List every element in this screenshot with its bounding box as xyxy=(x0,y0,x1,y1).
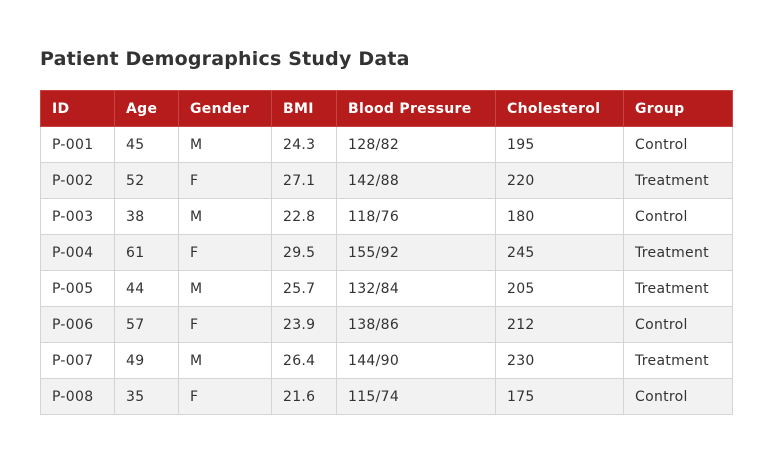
cell-age: 38 xyxy=(114,198,179,235)
cell-blood-pressure: 155/92 xyxy=(336,234,496,271)
cell-gender: F xyxy=(178,378,272,415)
cell-blood-pressure: 118/76 xyxy=(336,198,496,235)
cell-id: P-006 xyxy=(40,306,115,343)
cell-bmi: 21.6 xyxy=(271,378,337,415)
table-row: P-002 52 F 27.1 142/88 220 Treatment xyxy=(40,162,733,199)
cell-gender: F xyxy=(178,234,272,271)
table-row: P-007 49 M 26.4 144/90 230 Treatment xyxy=(40,342,733,379)
table-row: P-004 61 F 29.5 155/92 245 Treatment xyxy=(40,234,733,271)
table-row: P-001 45 M 24.3 128/82 195 Control xyxy=(40,126,733,163)
table-row: P-003 38 M 22.8 118/76 180 Control xyxy=(40,198,733,235)
cell-gender: M xyxy=(178,270,272,307)
column-header-cholesterol: Cholesterol xyxy=(495,90,624,127)
table-header: ID Age Gender BMI Blood Pressure Cholest… xyxy=(40,90,733,127)
cell-id: P-008 xyxy=(40,378,115,415)
cell-group: Treatment xyxy=(623,162,733,199)
cell-group: Treatment xyxy=(623,270,733,307)
cell-blood-pressure: 142/88 xyxy=(336,162,496,199)
cell-id: P-002 xyxy=(40,162,115,199)
cell-gender: F xyxy=(178,162,272,199)
column-header-bmi: BMI xyxy=(271,90,337,127)
column-header-age: Age xyxy=(114,90,179,127)
table-row: P-006 57 F 23.9 138/86 212 Control xyxy=(40,306,733,343)
cell-group: Control xyxy=(623,306,733,343)
cell-gender: M xyxy=(178,126,272,163)
table-row: P-008 35 F 21.6 115/74 175 Control xyxy=(40,378,733,415)
cell-cholesterol: 175 xyxy=(495,378,624,415)
cell-id: P-001 xyxy=(40,126,115,163)
cell-cholesterol: 195 xyxy=(495,126,624,163)
cell-id: P-005 xyxy=(40,270,115,307)
column-header-id: ID xyxy=(40,90,115,127)
cell-age: 57 xyxy=(114,306,179,343)
cell-age: 52 xyxy=(114,162,179,199)
cell-gender: F xyxy=(178,306,272,343)
table-row: P-005 44 M 25.7 132/84 205 Treatment xyxy=(40,270,733,307)
cell-cholesterol: 230 xyxy=(495,342,624,379)
cell-gender: M xyxy=(178,342,272,379)
cell-id: P-007 xyxy=(40,342,115,379)
cell-blood-pressure: 115/74 xyxy=(336,378,496,415)
cell-bmi: 29.5 xyxy=(271,234,337,271)
cell-cholesterol: 220 xyxy=(495,162,624,199)
column-header-group: Group xyxy=(623,90,733,127)
cell-bmi: 22.8 xyxy=(271,198,337,235)
table-title: Patient Demographics Study Data xyxy=(40,48,410,70)
cell-bmi: 27.1 xyxy=(271,162,337,199)
cell-group: Control xyxy=(623,198,733,235)
cell-cholesterol: 205 xyxy=(495,270,624,307)
cell-age: 61 xyxy=(114,234,179,271)
cell-blood-pressure: 132/84 xyxy=(336,270,496,307)
cell-bmi: 26.4 xyxy=(271,342,337,379)
column-header-gender: Gender xyxy=(178,90,272,127)
table-body: P-001 45 M 24.3 128/82 195 Control P-002 52 F 27.1… xyxy=(40,126,733,415)
cell-group: Control xyxy=(623,378,733,415)
cell-group: Control xyxy=(623,126,733,163)
cell-cholesterol: 180 xyxy=(495,198,624,235)
header-row: ID Age Gender BMI Blood Pressure Cholest… xyxy=(40,90,733,127)
cell-cholesterol: 245 xyxy=(495,234,624,271)
cell-bmi: 24.3 xyxy=(271,126,337,163)
cell-age: 44 xyxy=(114,270,179,307)
cell-group: Treatment xyxy=(623,342,733,379)
cell-blood-pressure: 128/82 xyxy=(336,126,496,163)
cell-cholesterol: 212 xyxy=(495,306,624,343)
cell-blood-pressure: 144/90 xyxy=(336,342,496,379)
cell-id: P-003 xyxy=(40,198,115,235)
cell-gender: M xyxy=(178,198,272,235)
cell-id: P-004 xyxy=(40,234,115,271)
patient-data-table: ID Age Gender BMI Blood Pressure Cholest… xyxy=(40,90,733,415)
column-header-blood-pressure: Blood Pressure xyxy=(336,90,496,127)
cell-age: 49 xyxy=(114,342,179,379)
cell-group: Treatment xyxy=(623,234,733,271)
cell-age: 45 xyxy=(114,126,179,163)
cell-blood-pressure: 138/86 xyxy=(336,306,496,343)
cell-age: 35 xyxy=(114,378,179,415)
cell-bmi: 23.9 xyxy=(271,306,337,343)
cell-bmi: 25.7 xyxy=(271,270,337,307)
